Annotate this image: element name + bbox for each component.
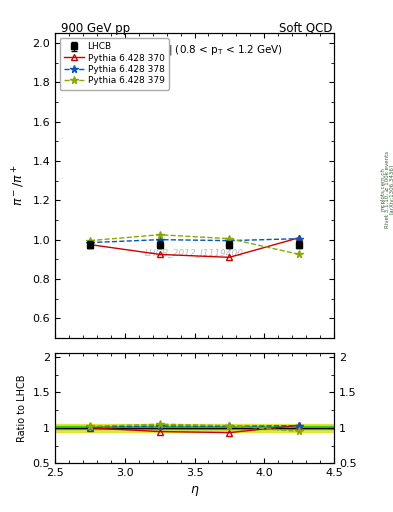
Legend: LHCB, Pythia 6.428 370, Pythia 6.428 378, Pythia 6.428 379: LHCB, Pythia 6.428 370, Pythia 6.428 378…	[59, 38, 169, 90]
Bar	[55, 426, 334, 430]
X-axis label: $\eta$: $\eta$	[190, 484, 199, 498]
Y-axis label: $\pi^-/\pi^+$: $\pi^-/\pi^+$	[11, 165, 27, 206]
Text: [arXiv:1306.3436]: [arXiv:1306.3436]	[389, 164, 393, 215]
Text: 900 GeV pp: 900 GeV pp	[61, 22, 130, 34]
Text: Rivet 3.1.10, ≥ 100k events: Rivet 3.1.10, ≥ 100k events	[385, 151, 389, 228]
Text: $\pi^-/\pi^+$ vs $|y|$ (0.8 < p$_\mathrm{T}$ < 1.2 GeV): $\pi^-/\pi^+$ vs $|y|$ (0.8 < p$_\mathrm…	[105, 42, 284, 57]
Text: Soft QCD: Soft QCD	[279, 22, 332, 34]
Bar	[55, 424, 334, 432]
Text: LHCB_2012_I1119400: LHCB_2012_I1119400	[145, 248, 244, 257]
Y-axis label: Ratio to LHCB: Ratio to LHCB	[17, 375, 27, 442]
Text: mcplots.cern.ch: mcplots.cern.ch	[380, 167, 385, 211]
